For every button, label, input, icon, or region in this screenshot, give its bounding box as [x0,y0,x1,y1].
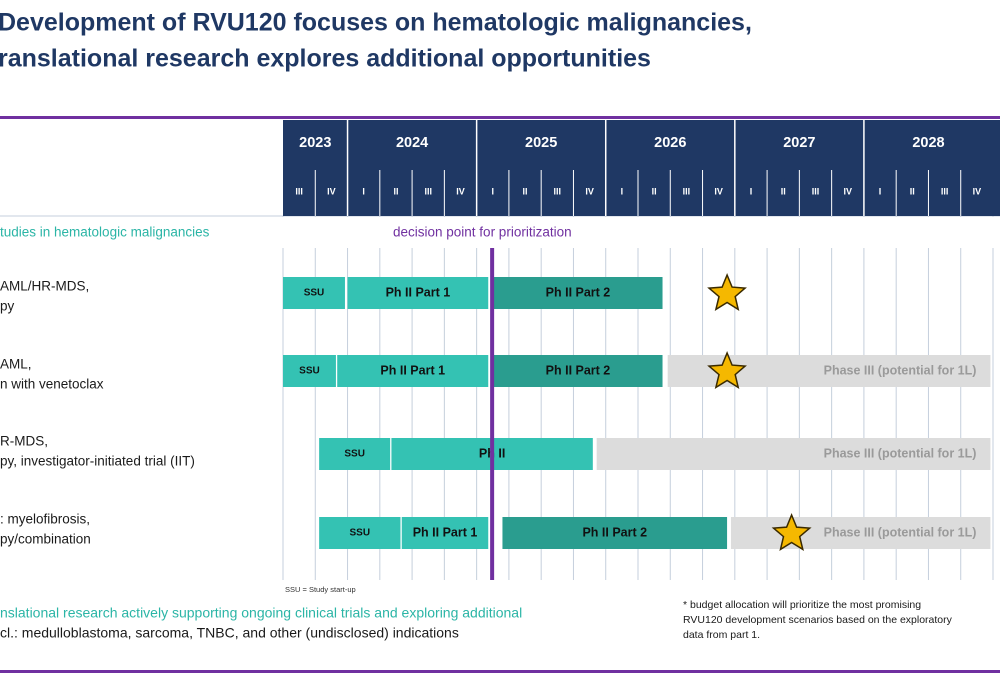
phase-bar [319,438,391,470]
phase-bar [493,277,663,309]
phase-label: SSU [344,449,365,460]
year-label: 2024 [396,135,428,151]
section-title: tudies in hematologic malignancies [0,225,210,240]
phase-bar [493,355,663,387]
phase-bar [401,517,489,549]
decision-label: decision point for prioritization [393,225,572,240]
research-note: cl.: medulloblastoma, sarcoma, TNBC, and… [0,625,459,641]
quarter-label: III [941,186,949,196]
quarter-label: III [295,186,303,196]
phase-label: Phase III (potential for 1L) [824,525,977,539]
row-label: AML, [0,357,32,372]
phase-label: Phase III (potential for 1L) [824,446,977,460]
quarter-label: I [362,186,365,196]
quarter-label: III [424,186,432,196]
phase-label: SSU [350,528,371,539]
header-band [283,120,1000,216]
phase-bar [596,438,991,470]
footnote: * budget allocation will prioritize the … [683,599,921,611]
rows: AML/HR-MDS, py SSU Ph II Part 1 Ph II Part 2… [0,248,991,580]
year-label: 2026 [654,135,686,151]
phase-label: SSU [299,366,320,377]
year-label: 2023 [299,135,331,151]
quarter-label: I [879,186,882,196]
milestone-star [707,351,747,389]
quarter-label: II [523,186,528,196]
research-note: nslational research actively supporting … [0,605,522,621]
phase-label: Ph II Part 1 [386,285,451,299]
row-label: R-MDS, [0,434,48,449]
row-label: py/combination [0,532,91,547]
phase-label: Ph II Part 1 [380,363,445,377]
title-line: Development of RVU120 focuses on hematol… [0,9,752,37]
phase-label: Ph II Part 2 [546,285,611,299]
title-line: ranslational research explores additiona… [0,45,651,73]
row-label: py, investigator-initiated trial (IIT) [0,454,195,469]
phase-bar [730,517,991,549]
section-band [0,217,1000,248]
quarter-label: IV [327,186,336,196]
milestone-star [707,273,747,311]
phase-label: Phase III (potential for 1L) [824,363,977,377]
phase-label: SSU [304,288,325,299]
year-label: 2027 [783,135,815,151]
quarter-label: I [492,186,495,196]
quarter-label: II [652,186,657,196]
year-label: 2028 [912,135,944,151]
quarter-label: IV [973,186,982,196]
phase-bar [502,517,728,549]
top-rule [0,116,1000,119]
year-label: 2025 [525,135,557,151]
row-label: py [0,299,15,314]
phase-bar [319,517,401,549]
row-label: : myelofibrosis, [0,512,90,527]
bottom-rule [0,670,1000,673]
quarter-label: II [781,186,786,196]
quarter-label: II [910,186,915,196]
quarter-label: II [393,186,398,196]
quarter-label: III [683,186,691,196]
footnote: RVU120 development scenarios based on th… [683,614,953,626]
milestone-star [771,513,812,551]
quarter-label: I [621,186,624,196]
phase-label: Ph II Part 1 [413,525,478,539]
phase-bar [337,355,489,387]
quarter-label: III [812,186,820,196]
quarter-label: I [750,186,753,196]
row-label: n with venetoclax [0,377,104,392]
quarter-label: IV [456,186,465,196]
quarter-label: IV [844,186,853,196]
row-label: AML/HR-MDS, [0,279,89,294]
quarter-label: III [554,186,562,196]
phase-bar [283,277,345,309]
quarter-label: IV [714,186,723,196]
footnote: data from part 1. [683,629,760,641]
phase-label: Ph II Part 2 [546,363,611,377]
quarter-label: IV [585,186,594,196]
phase-label: Ph II Part 2 [582,525,647,539]
abbreviation-note: SSU = Study start-up [285,585,356,594]
phase-bar [347,277,489,309]
phase-bar [283,355,336,387]
